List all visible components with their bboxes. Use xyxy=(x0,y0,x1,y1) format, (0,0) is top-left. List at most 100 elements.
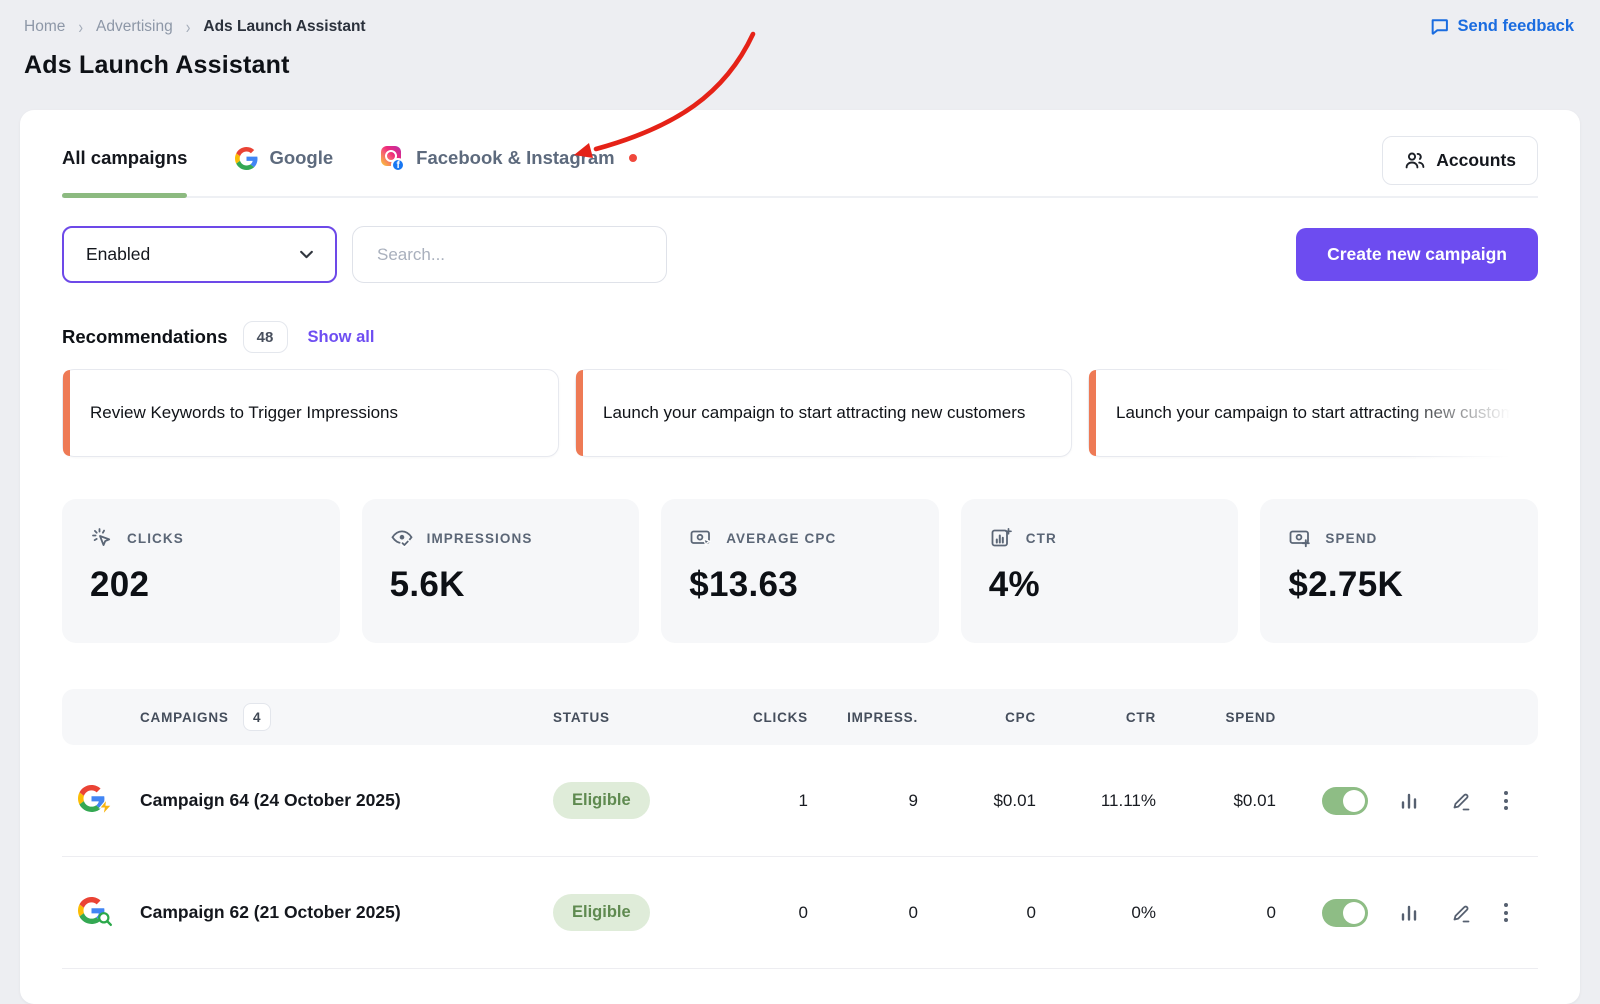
cell-impressions: 9 xyxy=(908,790,918,810)
recommendation-card[interactable]: Review Keywords to Trigger Impressions xyxy=(62,369,559,457)
campaign-name[interactable]: Campaign 62 (21 October 2025) xyxy=(140,902,401,922)
breadcrumb: Home › Advertising › Ads Launch Assistan… xyxy=(24,16,1576,38)
google-performance-max-icon xyxy=(78,784,113,820)
cell-spend: 0 xyxy=(1266,902,1276,922)
status-badge: Eligible xyxy=(553,782,650,819)
accounts-button[interactable]: Accounts xyxy=(1382,136,1538,185)
stat-card-clicks: CLICKS 202 xyxy=(62,499,340,643)
cell-clicks: 1 xyxy=(798,790,808,810)
status-badge: Eligible xyxy=(553,894,650,931)
cell-ctr: 11.11% xyxy=(1100,790,1156,810)
breadcrumb-advertising[interactable]: Advertising xyxy=(96,18,173,35)
table-header-row: CAMPAIGNS 4 STATUS CLICKS IMPRESS. CPC C… xyxy=(62,689,1538,745)
stat-card-ctr: CTR 4% xyxy=(960,499,1239,643)
column-campaigns: CAMPAIGNS xyxy=(140,709,229,725)
chevron-down-icon xyxy=(298,246,315,263)
chevron-right-icon: › xyxy=(185,16,191,38)
tab-facebook-instagram[interactable]: f Facebook & Instagram xyxy=(381,136,637,196)
accounts-button-label: Accounts xyxy=(1436,150,1516,170)
recommendations-carousel: Review Keywords to Trigger Impressions L… xyxy=(62,369,1538,459)
recommendation-text: Launch your campaign to start attracting… xyxy=(1116,402,1538,422)
stat-value: $2.75K xyxy=(1288,565,1404,604)
breadcrumb-home[interactable]: Home xyxy=(24,18,66,35)
stat-value: 5.6K xyxy=(389,565,465,604)
cell-cpc: $0.01 xyxy=(993,790,1036,810)
more-options-icon[interactable] xyxy=(1502,901,1510,924)
google-logo-icon xyxy=(235,146,258,170)
chart-plus-icon xyxy=(989,526,1013,550)
recommendation-text: Review Keywords to Trigger Impressions xyxy=(90,402,399,422)
analytics-icon[interactable] xyxy=(1398,790,1420,812)
edit-icon[interactable] xyxy=(1450,902,1472,924)
status-filter-select[interactable]: Enabled xyxy=(62,226,337,283)
money-cursor-icon xyxy=(689,526,713,550)
tab-all-campaigns-label: All campaigns xyxy=(62,147,188,168)
toolbar: Enabled Create new campaign xyxy=(62,226,1538,283)
recommendations-header: Recommendations 48 Show all xyxy=(62,321,1538,353)
page-title: Ads Launch Assistant xyxy=(24,51,290,79)
main-panel: All campaigns Google f Facebook & Instag… xyxy=(20,110,1580,1004)
edit-icon[interactable] xyxy=(1450,790,1472,812)
tab-all-campaigns[interactable]: All campaigns xyxy=(62,136,188,198)
cell-cpc: 0 xyxy=(1026,902,1036,922)
stat-label: SPEND xyxy=(1325,530,1378,546)
stat-card-average-cpc: AVERAGE CPC $13.63 xyxy=(661,499,939,643)
status-filter-value: Enabled xyxy=(86,244,151,264)
stat-value: 4% xyxy=(988,565,1040,604)
column-cpc: CPC xyxy=(1005,709,1036,725)
column-impressions: IMPRESS. xyxy=(847,709,918,725)
stat-card-impressions: IMPRESSIONS 5.6K xyxy=(361,499,640,643)
magnifier-badge-icon xyxy=(97,911,113,932)
more-options-icon[interactable] xyxy=(1502,789,1510,812)
chevron-right-icon: › xyxy=(78,16,84,38)
recommendation-card[interactable]: Launch your campaign to start attracting… xyxy=(575,369,1072,457)
stat-label: IMPRESSIONS xyxy=(426,530,533,546)
google-search-icon xyxy=(78,896,113,932)
stat-label: CTR xyxy=(1025,530,1057,546)
column-clicks: CLICKS xyxy=(752,709,808,725)
breadcrumb-current: Ads Launch Assistant xyxy=(203,18,366,35)
cell-ctr: 0% xyxy=(1131,902,1156,922)
campaigns-count-badge: 4 xyxy=(242,703,271,731)
stat-value: $13.63 xyxy=(689,565,799,604)
column-ctr: CTR xyxy=(1125,709,1156,725)
table-row: Campaign 64 (24 October 2025) Eligible 1… xyxy=(62,745,1538,857)
tab-facebook-instagram-label: Facebook & Instagram xyxy=(416,147,615,168)
tab-google[interactable]: Google xyxy=(235,136,333,196)
feedback-bubble-icon xyxy=(1430,17,1449,36)
money-plus-icon xyxy=(1288,526,1312,550)
cell-impressions: 0 xyxy=(908,902,918,922)
stat-card-spend: SPEND $2.75K xyxy=(1260,499,1538,643)
cell-clicks: 0 xyxy=(798,902,808,922)
page-header: Home › Advertising › Ads Launch Assistan… xyxy=(0,0,1600,80)
eye-check-icon xyxy=(390,526,414,550)
send-feedback-label: Send feedback xyxy=(1457,17,1574,35)
campaign-enabled-toggle[interactable] xyxy=(1322,786,1368,815)
create-campaign-button[interactable]: Create new campaign xyxy=(1296,228,1538,281)
facebook-instagram-icon: f xyxy=(381,146,406,172)
stat-label: AVERAGE CPC xyxy=(726,530,837,546)
show-all-link[interactable]: Show all xyxy=(307,327,375,346)
campaign-name[interactable]: Campaign 64 (24 October 2025) xyxy=(140,790,401,810)
recommendations-count-badge: 48 xyxy=(242,321,288,353)
cursor-click-icon xyxy=(90,526,114,550)
search-input[interactable] xyxy=(352,226,667,283)
recommendation-card[interactable]: Launch your campaign to start attracting… xyxy=(1088,369,1538,457)
campaign-enabled-toggle[interactable] xyxy=(1322,898,1368,927)
send-feedback-button[interactable]: Send feedback xyxy=(1430,17,1574,36)
recommendation-text: Launch your campaign to start attracting… xyxy=(603,402,1026,422)
stats-summary: CLICKS 202 IMPRESSIONS 5.6K xyxy=(62,499,1538,643)
recommendations-title: Recommendations xyxy=(62,326,228,347)
tabs-bar: All campaigns Google f Facebook & Instag… xyxy=(62,136,1538,198)
column-status: STATUS xyxy=(553,709,610,725)
stat-label: CLICKS xyxy=(127,530,184,546)
column-spend: SPEND xyxy=(1225,709,1276,725)
analytics-icon[interactable] xyxy=(1398,902,1420,924)
table-row: Campaign 62 (21 October 2025) Eligible 0… xyxy=(62,857,1538,969)
stat-value: 202 xyxy=(90,565,150,604)
lightning-badge-icon xyxy=(98,797,113,820)
tab-google-label: Google xyxy=(269,147,334,168)
notification-dot xyxy=(628,154,637,162)
campaigns-table: CAMPAIGNS 4 STATUS CLICKS IMPRESS. CPC C… xyxy=(62,689,1538,969)
users-icon xyxy=(1404,150,1425,171)
